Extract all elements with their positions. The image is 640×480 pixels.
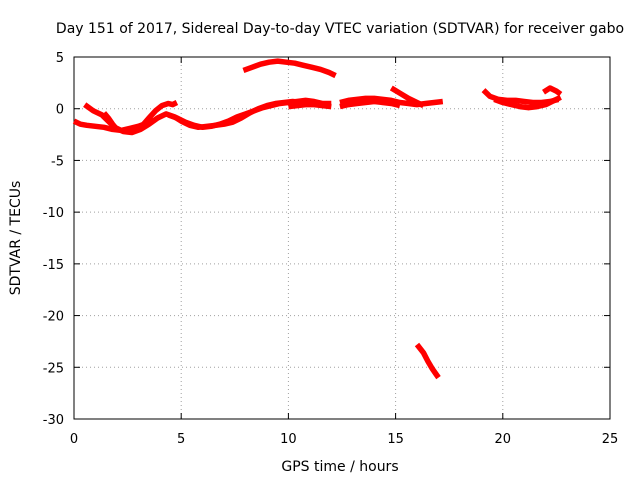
grid (74, 57, 610, 419)
y-tick-label: -30 (43, 413, 64, 428)
x-tick-label: 10 (280, 432, 297, 447)
series-track-11 (414, 342, 441, 380)
series-track-5 (167, 97, 332, 131)
plot-frame (73, 56, 611, 420)
x-tick-label: 20 (495, 432, 512, 447)
x-tick-label: 5 (177, 432, 185, 447)
y-tick-label: 5 (56, 51, 64, 66)
series-group (72, 58, 563, 380)
series-track-4 (140, 100, 179, 128)
y-tick-label: -20 (43, 310, 64, 325)
series-track-6 (288, 101, 332, 110)
series-track-10 (389, 85, 425, 109)
series-track-13 (493, 94, 562, 111)
series-track-9 (339, 98, 401, 110)
chart-title: Day 151 of 2017, Sidereal Day-to-day VTE… (56, 21, 624, 37)
y-axis-label: SDTVAR / TECUs (8, 181, 24, 296)
tick-labels: 0 5 10 15 20 25 5 0 -5 -10 -15 -20 -25 -30 (43, 51, 619, 447)
series-track-7 (242, 58, 337, 79)
y-tick-label: -5 (51, 154, 64, 169)
x-axis-label: GPS time / hours (281, 459, 398, 475)
x-tick-label: 25 (602, 432, 619, 447)
x-tick-label: 15 (387, 432, 404, 447)
series-track-3 (101, 111, 120, 132)
series-track-1 (72, 116, 155, 134)
series-track-8 (339, 95, 444, 108)
y-tick-label: -25 (43, 361, 64, 376)
y-tick-label: -15 (43, 258, 64, 273)
x-tick-label: 0 (70, 432, 78, 447)
y-tick-label: 0 (56, 103, 64, 118)
series-track-14 (542, 85, 563, 97)
y-tick-label: -10 (43, 206, 64, 221)
